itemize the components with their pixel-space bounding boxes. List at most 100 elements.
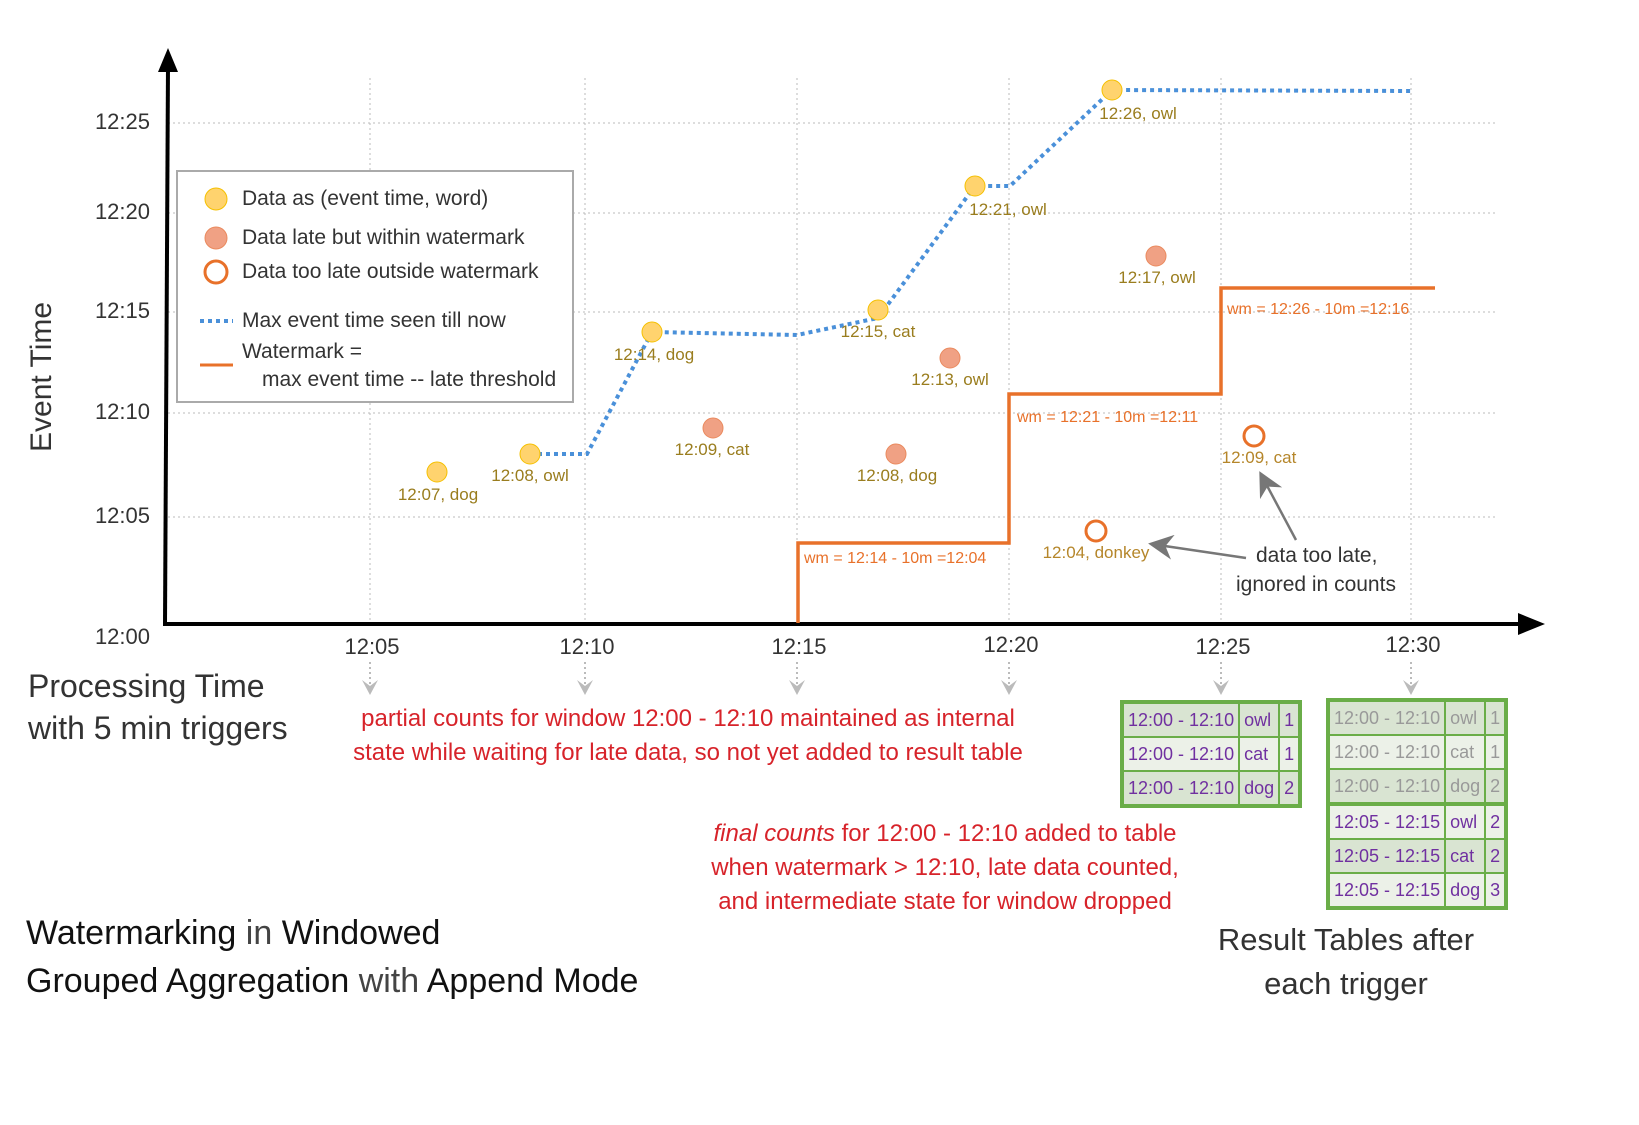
table-row: 12:00 - 12:10 owl 1 (1120, 701, 1302, 738)
y-axis-arrow-icon (158, 48, 178, 72)
legend-too-late: Data too late outside watermark (242, 260, 539, 283)
data-point-late (702, 417, 724, 439)
count-cell: 1 (1278, 736, 1302, 772)
data-point-on-time (1101, 79, 1123, 101)
too-late-note: data too late, (1256, 544, 1378, 567)
x-tick-label: 12:05 (344, 634, 400, 659)
too-late-note-2: ignored in counts (1236, 573, 1396, 596)
table-row: 12:00 - 12:10 dog 2 (1326, 768, 1508, 805)
y-tick-label: 12:00 (94, 624, 150, 649)
x-tick-label: 12:20 (983, 632, 1039, 657)
data-point-label: 12:08, dog (856, 466, 938, 485)
final-counts-text: for 12:00 - 12:10 added to table (834, 820, 1177, 847)
max-event-time-line (530, 87, 1412, 456)
y-axis (163, 64, 170, 625)
title-word: in (236, 914, 282, 952)
y-tick-label: 12:25 (94, 109, 150, 134)
data-point-label: 12:21, owl (969, 200, 1047, 219)
data-point-label: 12:08, owl (491, 466, 569, 485)
data-point-label: 12:14, dog (613, 345, 695, 364)
table-row: 12:05 - 12:15 dog 3 (1326, 872, 1508, 909)
trigger-arrow-icon (1001, 680, 1017, 695)
watermark-label-1: wm = 12:14 - 10m =12:04 (804, 550, 987, 567)
table-row: 12:05 - 12:15 owl 2 (1326, 802, 1508, 840)
watermark-label-2: wm = 12:21 - 10m =12:11 (1017, 409, 1199, 426)
partial-counts-note: partial counts for window 12:00 - 12:10 … (361, 705, 1015, 732)
legend-late: Data late but within watermark (242, 226, 525, 249)
data-point-label: 12:09, cat (674, 440, 750, 459)
word-cell: owl (1238, 701, 1281, 738)
too-late-arrow-cat (1259, 471, 1298, 541)
word-cell: dog (1238, 770, 1281, 807)
final-counts-note: final counts for 12:00 - 12:10 added to … (690, 820, 1200, 848)
data-point-label: 12:17, owl (1118, 268, 1196, 287)
legend-too-late-icon (203, 259, 229, 285)
table-row: 12:00 - 12:10 owl 1 (1326, 699, 1508, 736)
watermark-label-3: wm = 12:26 - 10m =12:16 (1227, 301, 1410, 318)
count-cell: 2 (1484, 838, 1508, 874)
legend-late-icon (204, 226, 228, 250)
window-cell: 12:00 - 12:10 (1120, 701, 1241, 738)
y-tick-label: 12:20 (94, 199, 150, 224)
word-cell: cat (1238, 736, 1281, 772)
title-word: Grouped Aggregation (26, 962, 350, 1000)
window-cell: 12:05 - 12:15 (1326, 802, 1447, 840)
title-word: with (349, 962, 427, 1000)
count-cell: 1 (1278, 701, 1302, 738)
result-caption: Result Tables after (1217, 922, 1475, 957)
count-cell: 1 (1484, 734, 1508, 770)
title-word: Append Mode (426, 962, 639, 1000)
trigger-arrow-icon (1213, 680, 1229, 695)
word-cell: dog (1444, 872, 1487, 909)
data-point-too-late (1084, 519, 1108, 543)
count-cell: 2 (1484, 768, 1508, 805)
table-row: 12:00 - 12:10 dog 2 (1120, 770, 1302, 807)
x-tick-label: 12:10 (559, 634, 615, 659)
legend-watermark-formula: max event time -- late threshold (262, 368, 557, 391)
legend-max-event: Max event time seen till now (242, 309, 506, 332)
word-cell: owl (1444, 802, 1487, 840)
word-cell: cat (1444, 734, 1487, 770)
data-point-label: 12:13, owl (911, 370, 989, 389)
count-cell: 2 (1484, 802, 1508, 840)
table-row: 12:05 - 12:15 cat 2 (1326, 838, 1508, 874)
window-cell: 12:00 - 12:10 (1326, 699, 1447, 736)
title-line-2: Grouped Aggregation with Append Mode (26, 962, 638, 1001)
count-cell: 1 (1484, 699, 1508, 736)
data-point-late (885, 443, 907, 465)
y-axis-label: Event Time (25, 301, 58, 452)
y-tick-label: 12:15 (94, 298, 150, 323)
legend-watermark: Watermark = (242, 340, 362, 363)
data-point-label: 12:04, donkey (1042, 543, 1150, 562)
trigger-arrow-icon (362, 680, 378, 695)
window-cell: 12:05 - 12:15 (1326, 838, 1447, 874)
final-counts-emphasis: final counts (713, 820, 835, 847)
count-cell: 2 (1278, 770, 1302, 807)
count-cell: 3 (1484, 872, 1508, 909)
data-point-late (1145, 245, 1167, 267)
data-point-label: 12:15, cat (840, 322, 916, 341)
window-cell: 12:00 - 12:10 (1120, 770, 1241, 807)
data-point-late (939, 347, 961, 369)
word-cell: cat (1444, 838, 1487, 874)
too-late-arrow-donkey (1148, 534, 1247, 560)
legend-on-time-icon (204, 187, 228, 211)
data-point-on-time (519, 443, 541, 465)
trigger-arrow-icon (789, 680, 805, 695)
data-point-on-time (426, 461, 448, 483)
word-cell: dog (1444, 768, 1487, 805)
window-cell: 12:00 - 12:10 (1326, 768, 1447, 805)
x-axis-label: Processing Time (28, 668, 265, 704)
final-counts-note-2: when watermark > 12:10, late data counte… (711, 854, 1179, 881)
legend: Data as (event time, word) Data late but… (176, 170, 574, 403)
window-cell: 12:00 - 12:10 (1120, 736, 1241, 772)
data-point-label: 12:26, owl (1099, 104, 1177, 123)
result-table-1230: 12:00 - 12:10 owl 1 12:00 - 12:10 cat 1 12:00 … (1326, 698, 1509, 910)
title-word: Windowed (281, 914, 441, 952)
data-point-on-time (867, 299, 889, 321)
title-line-1: Watermarking in Windowed (26, 914, 440, 953)
data-point-label: 12:09, cat (1221, 448, 1297, 467)
trigger-arrow-icon (577, 680, 593, 695)
data-point-too-late (1242, 424, 1266, 448)
y-tick-label: 12:10 (94, 399, 150, 424)
